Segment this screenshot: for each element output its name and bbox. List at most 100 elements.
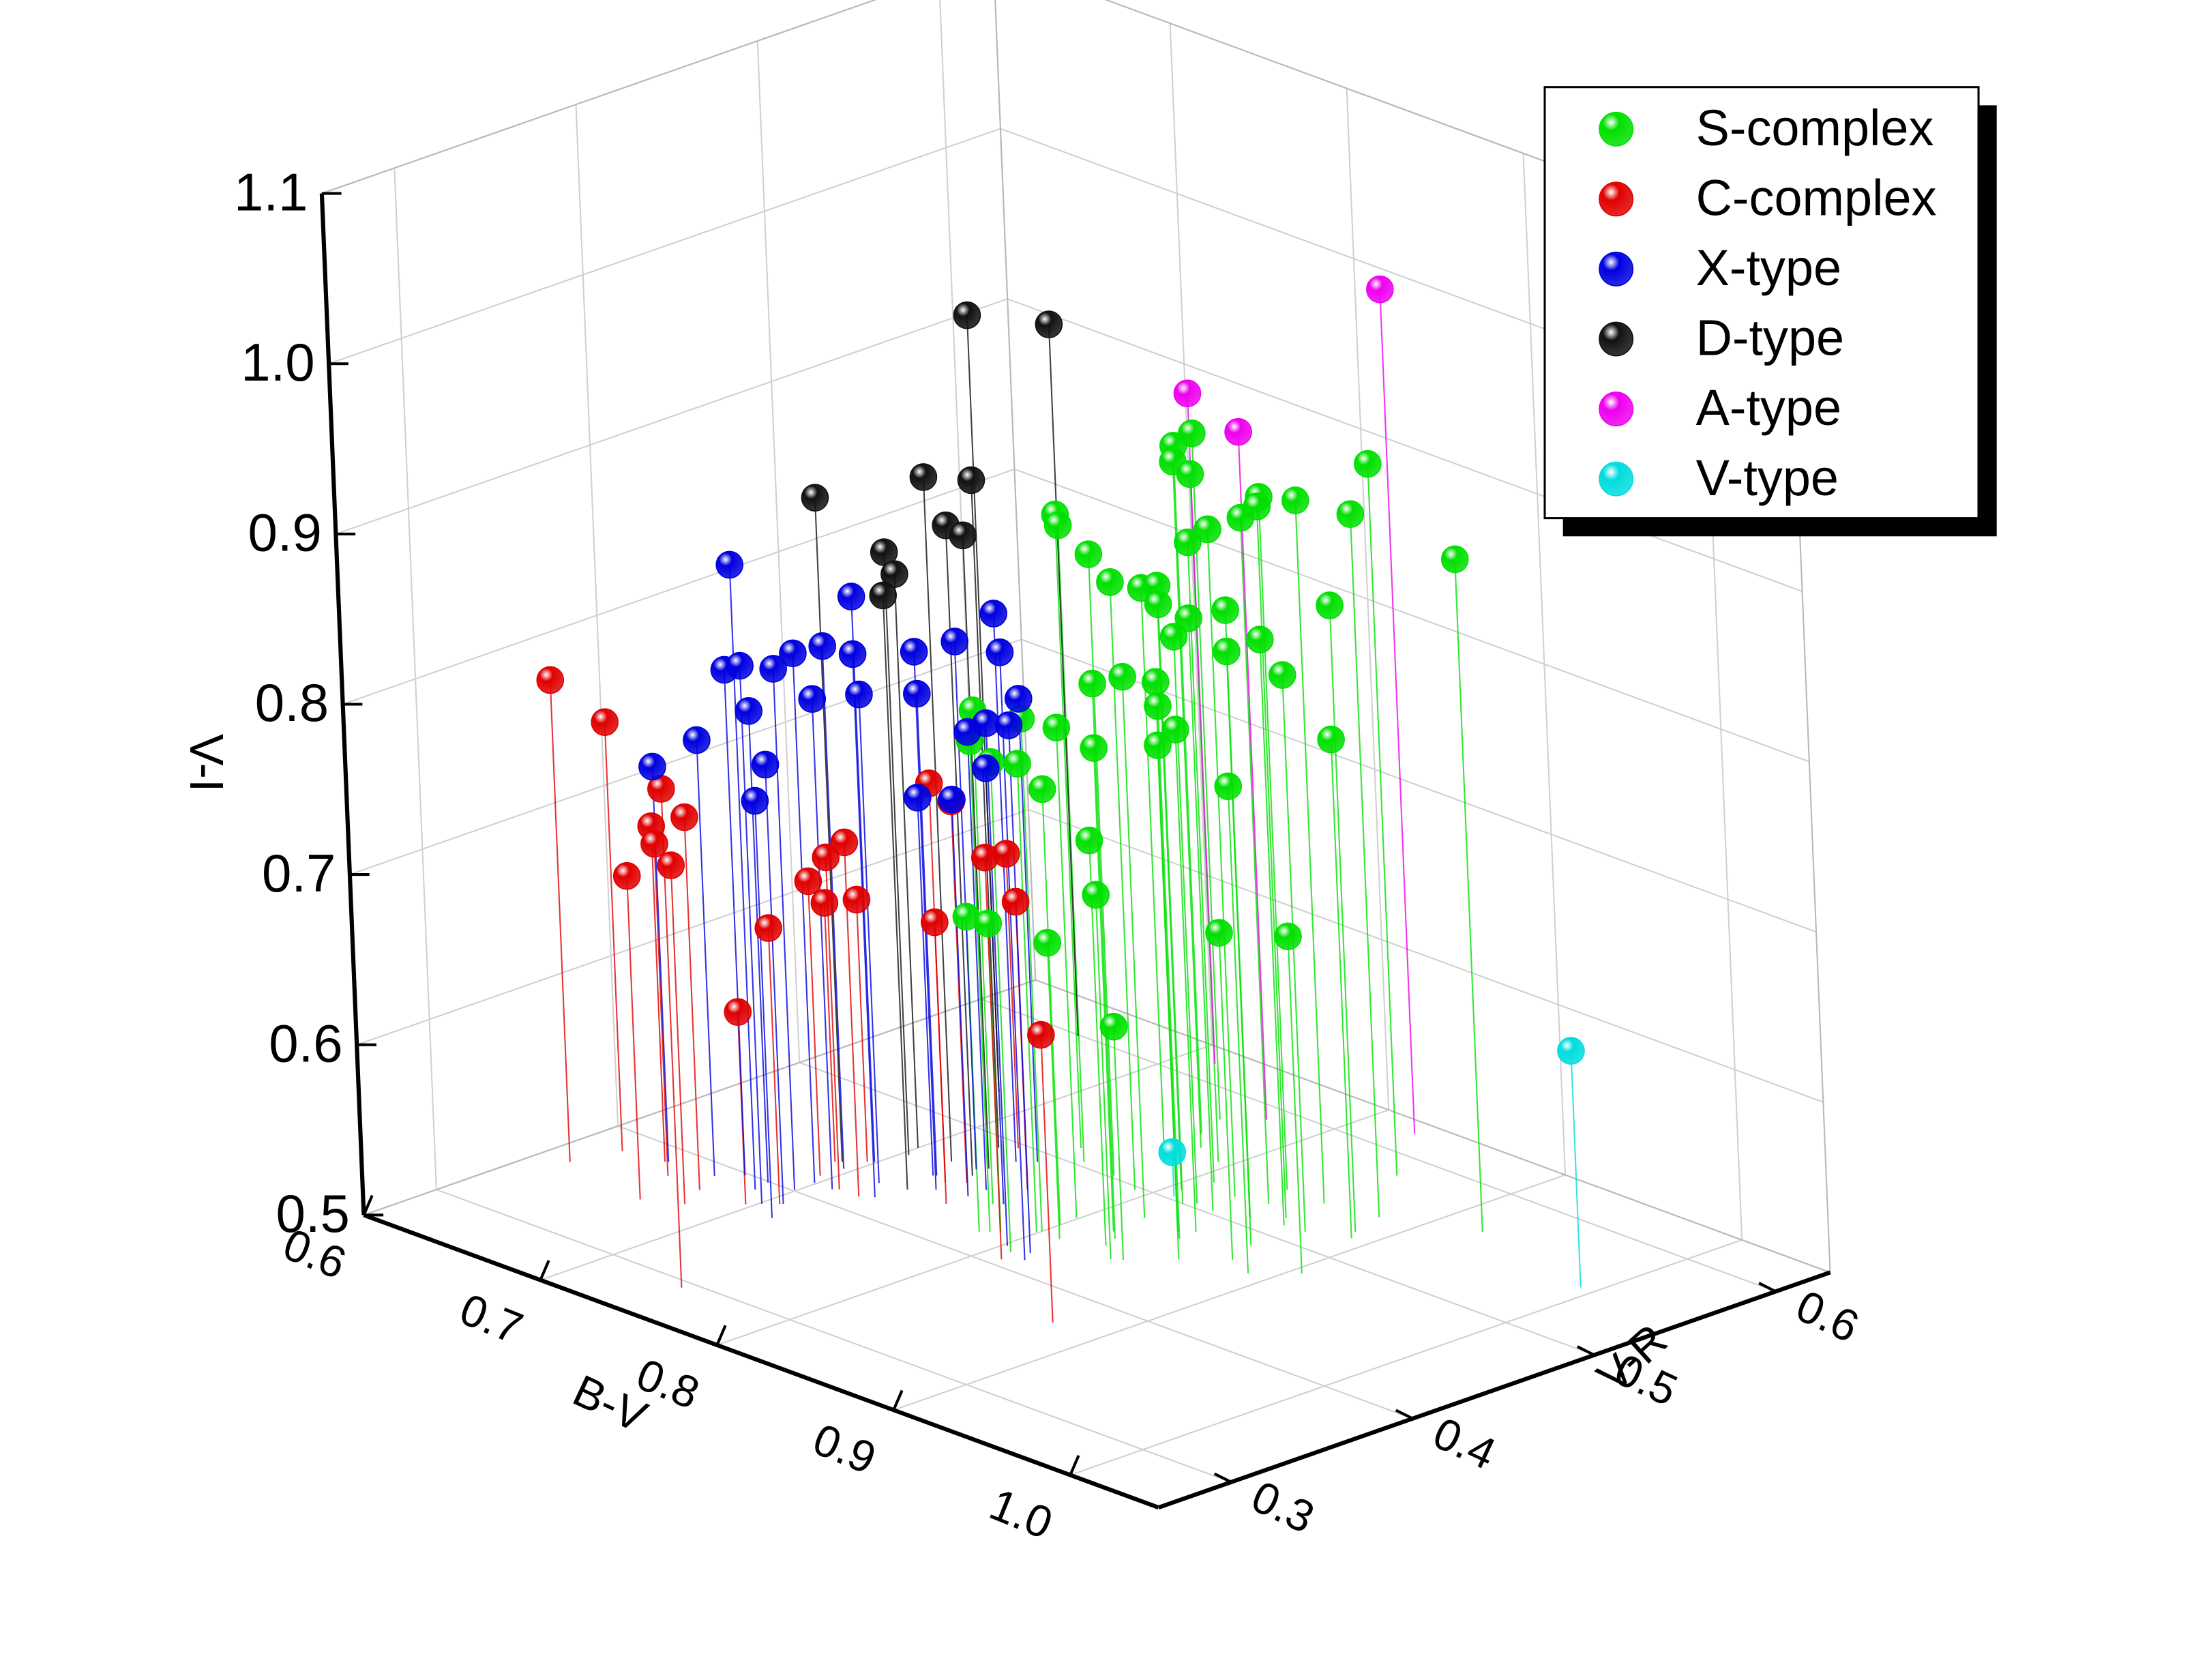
point — [940, 628, 968, 655]
point — [1141, 668, 1170, 696]
point — [1075, 826, 1103, 855]
point — [1194, 515, 1221, 544]
point — [837, 583, 865, 610]
point — [1268, 661, 1296, 689]
drop-line — [1218, 932, 1234, 1260]
grid-line — [799, 1061, 1595, 1356]
grid-line — [356, 809, 1029, 1046]
drop-line — [1258, 497, 1288, 1190]
point — [715, 550, 743, 579]
point — [1144, 590, 1172, 619]
point — [869, 581, 898, 610]
drop-line — [1091, 683, 1116, 1239]
point — [1003, 750, 1031, 778]
point — [808, 632, 836, 660]
legend-box — [1543, 86, 1980, 520]
frame-edge — [994, 0, 1037, 980]
drop-line — [858, 694, 880, 1183]
drop-line — [917, 797, 934, 1176]
drop-line — [1256, 506, 1287, 1218]
grid-line — [981, 998, 1777, 1293]
point — [1108, 662, 1136, 691]
point — [638, 752, 666, 781]
point — [1214, 772, 1243, 801]
drop-line — [653, 843, 669, 1176]
x-tick — [715, 1325, 727, 1346]
legend-marker — [1599, 181, 1634, 217]
legend-label: X-type — [1696, 239, 1841, 296]
drop-line — [990, 762, 1011, 1253]
point — [812, 843, 840, 872]
drop-line — [807, 881, 821, 1176]
point — [1224, 417, 1252, 446]
drop-line — [998, 652, 1026, 1261]
drop-line — [626, 876, 641, 1200]
y-tick — [1758, 1282, 1777, 1293]
drop-line — [1055, 727, 1078, 1218]
point — [1042, 713, 1071, 741]
drop-line — [754, 801, 773, 1218]
drop-line — [1281, 675, 1306, 1232]
drop-line — [852, 653, 876, 1198]
grid-line — [1014, 468, 1810, 763]
frame-edge — [1035, 979, 1830, 1273]
legend-label: S-complex — [1696, 100, 1934, 156]
point — [1096, 568, 1124, 596]
legend-marker — [1599, 321, 1634, 357]
drop-line — [696, 739, 715, 1177]
drop-line — [670, 865, 686, 1205]
point — [794, 867, 822, 896]
point — [1099, 1012, 1128, 1041]
point — [759, 655, 788, 683]
frame-edge — [321, 0, 877, 194]
drop-line — [1007, 725, 1031, 1254]
z-tick-label: 0.6 — [269, 1013, 342, 1073]
z-tick-label: 0.8 — [255, 673, 329, 733]
grid-line — [1028, 809, 1824, 1103]
drop-line — [893, 574, 919, 1148]
point — [1082, 881, 1110, 909]
drop-line — [1087, 554, 1115, 1176]
legend-label: C-complex — [1696, 169, 1937, 226]
point — [735, 697, 763, 725]
drop-line — [1157, 745, 1180, 1260]
drop-line — [1112, 1027, 1125, 1261]
point — [1317, 725, 1345, 754]
point — [1074, 540, 1103, 568]
legend-label: D-type — [1696, 310, 1845, 366]
grid-line — [328, 128, 1001, 365]
point — [1243, 492, 1271, 520]
drop-line — [1349, 514, 1380, 1218]
point — [1174, 604, 1203, 632]
drop-line — [1187, 618, 1214, 1211]
drop-line — [1226, 651, 1252, 1246]
drop-line — [1093, 748, 1114, 1232]
y-tick — [1213, 1472, 1232, 1484]
y-tick — [1577, 1345, 1595, 1357]
point — [1033, 928, 1062, 957]
drop-line — [882, 595, 908, 1190]
y-tick-label: 0.3 — [1245, 1471, 1322, 1543]
grid-line — [349, 638, 1022, 876]
x-tick-label: 1.0 — [983, 1479, 1059, 1548]
point — [904, 784, 932, 812]
z-tick-label: 0.7 — [262, 843, 336, 903]
drop-line — [934, 922, 947, 1183]
point — [1316, 591, 1344, 619]
point — [1213, 637, 1241, 666]
drop-line — [723, 669, 746, 1176]
point — [612, 861, 641, 890]
grid-line — [717, 1109, 1389, 1346]
point — [724, 998, 752, 1026]
grid-line — [893, 1174, 1566, 1411]
point — [830, 828, 859, 857]
drop-line — [1041, 789, 1061, 1225]
drop-line — [1259, 639, 1285, 1226]
point — [1246, 625, 1274, 653]
drop-line — [650, 826, 666, 1162]
drop-line — [1570, 1050, 1582, 1288]
drop-line — [772, 668, 796, 1190]
drop-line — [950, 801, 968, 1183]
y-tick-label: 0.6 — [1789, 1280, 1867, 1352]
